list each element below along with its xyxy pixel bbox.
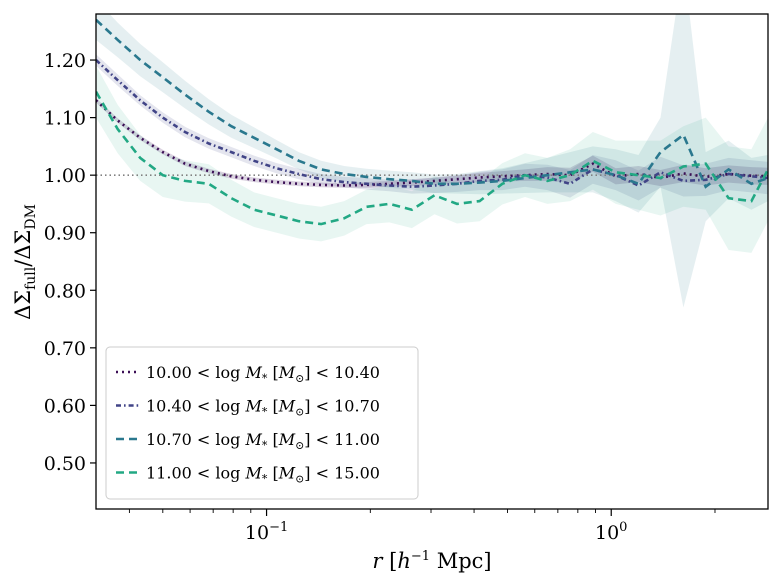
x-axis-title: r [h−1 Mpc] bbox=[372, 549, 491, 573]
series-band-2 bbox=[96, 14, 768, 308]
series-line-2 bbox=[96, 18, 768, 189]
legend-label-0: 10.00 < log M* [M⊙] < 10.40 bbox=[146, 363, 380, 385]
y-tick-label-1: 0.60 bbox=[44, 395, 86, 417]
legend-label-2: 10.70 < log M* [M⊙] < 11.00 bbox=[146, 430, 380, 452]
y-tick-label-4: 0.90 bbox=[44, 223, 86, 245]
y-axis: 0.50 0.60 0.70 0.80 0.90 1.00 1.10 1.20 bbox=[44, 50, 96, 475]
legend-box bbox=[105, 346, 419, 500]
y-tick-label-5: 1.00 bbox=[44, 165, 86, 187]
x-tick-label-1: 100 bbox=[595, 520, 627, 544]
legend: 10.00 < log M* [M⊙] < 10.40 10.40 < log M… bbox=[105, 346, 419, 500]
series-band-3 bbox=[96, 65, 768, 253]
series-line-3 bbox=[96, 91, 768, 226]
y-tick-label-0: 0.50 bbox=[44, 453, 86, 475]
y-tick-label-7: 1.20 bbox=[44, 50, 86, 72]
legend-label-1: 10.40 < log M* [M⊙] < 10.70 bbox=[146, 397, 380, 419]
y-tick-label-2: 0.70 bbox=[44, 338, 86, 360]
series-line-1 bbox=[96, 59, 768, 189]
legend-label-3: 11.00 < log M* [M⊙] < 15.00 bbox=[146, 464, 380, 486]
x-axis: 10−1 100 bbox=[128, 509, 716, 544]
plot-frame bbox=[95, 13, 769, 510]
x-tick-label-0: 10−1 bbox=[245, 520, 288, 544]
y-tick-label-6: 1.10 bbox=[44, 108, 86, 130]
y-axis-title: ΔΣfull/ΔΣDM bbox=[11, 204, 39, 320]
y-tick-label-3: 0.80 bbox=[44, 280, 86, 302]
series-lines bbox=[96, 18, 768, 226]
